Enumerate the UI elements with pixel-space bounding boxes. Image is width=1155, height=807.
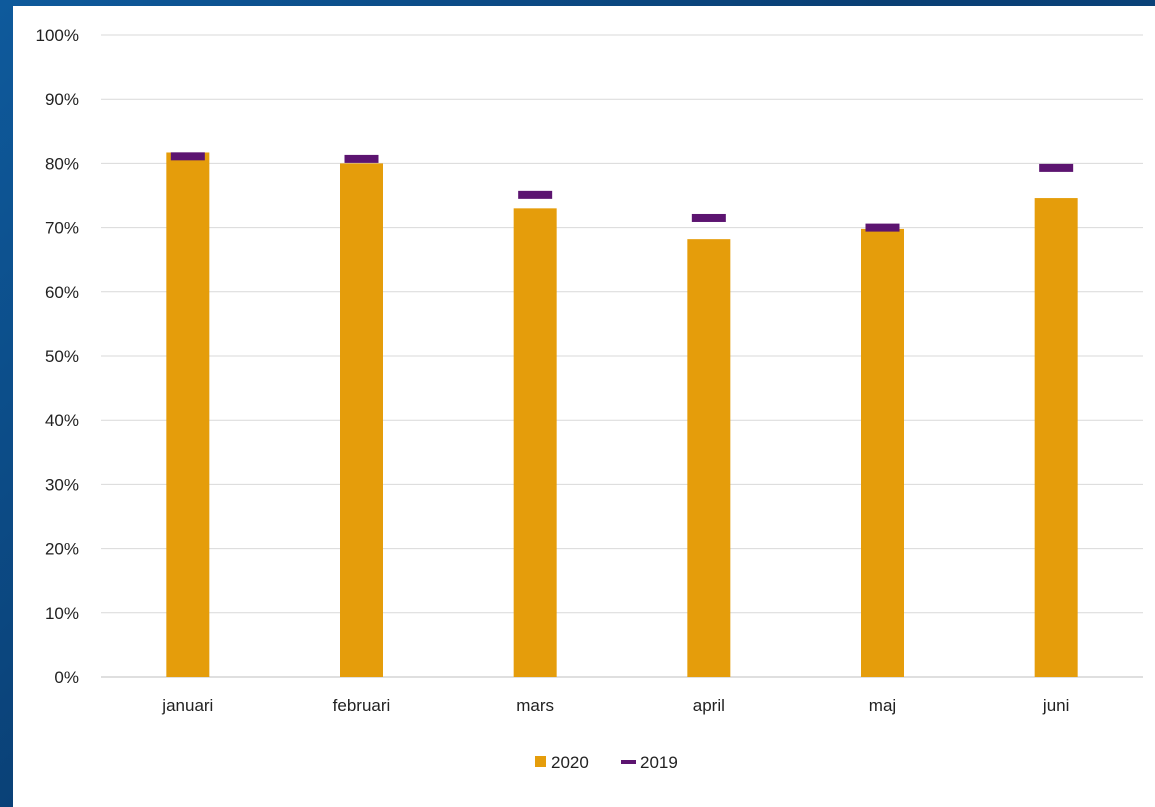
y-tick-label: 70%	[45, 219, 79, 238]
x-tick-label: februari	[333, 696, 391, 715]
marker-2019	[1039, 163, 1074, 172]
y-tick-label: 60%	[45, 283, 79, 302]
y-tick-label: 40%	[45, 411, 79, 430]
legend-swatch-2020	[535, 756, 546, 767]
legend-label-2020: 2020	[551, 753, 589, 772]
y-tick-label: 30%	[45, 475, 79, 494]
legend: 2020 2019	[535, 753, 678, 772]
chart: 0% 10% 20% 30% 40% 50% 60% 70% 80% 90% 100% januar…	[36, 26, 1143, 772]
bar-2020	[166, 152, 210, 678]
bar-2020	[340, 163, 383, 677]
series-2019-markers	[170, 152, 1074, 232]
legend-label-2019: 2019	[640, 753, 678, 772]
legend-swatch-2019	[621, 760, 636, 764]
y-tick-label: 10%	[45, 604, 79, 623]
x-tick-label: mars	[516, 696, 554, 715]
x-tick-label: april	[693, 696, 725, 715]
bar-2020	[513, 208, 557, 677]
marker-2019	[865, 223, 900, 232]
marker-2019	[170, 152, 205, 161]
y-axis: 0% 10% 20% 30% 40% 50% 60% 70% 80% 90% 100%	[36, 26, 79, 687]
y-tick-label: 50%	[45, 347, 79, 366]
bar-2020	[1034, 198, 1078, 677]
y-tick-label: 80%	[45, 154, 79, 173]
series-2020-bars	[166, 152, 1078, 678]
x-axis: januari februari mars april maj juni	[161, 696, 1069, 715]
x-tick-label: maj	[869, 696, 896, 715]
y-tick-label: 100%	[36, 26, 79, 45]
grid	[101, 34, 1143, 678]
x-tick-label: januari	[161, 696, 213, 715]
marker-2019	[518, 190, 553, 199]
bar-2020	[687, 239, 731, 677]
y-tick-label: 90%	[45, 90, 79, 109]
bar-2020	[861, 228, 904, 677]
x-tick-label: juni	[1042, 696, 1069, 715]
y-tick-label: 20%	[45, 540, 79, 559]
marker-2019	[691, 213, 726, 222]
chart-panel: 0% 10% 20% 30% 40% 50% 60% 70% 80% 90% 100% januar…	[13, 6, 1155, 807]
y-tick-label: 0%	[54, 668, 79, 687]
marker-2019	[344, 154, 379, 163]
